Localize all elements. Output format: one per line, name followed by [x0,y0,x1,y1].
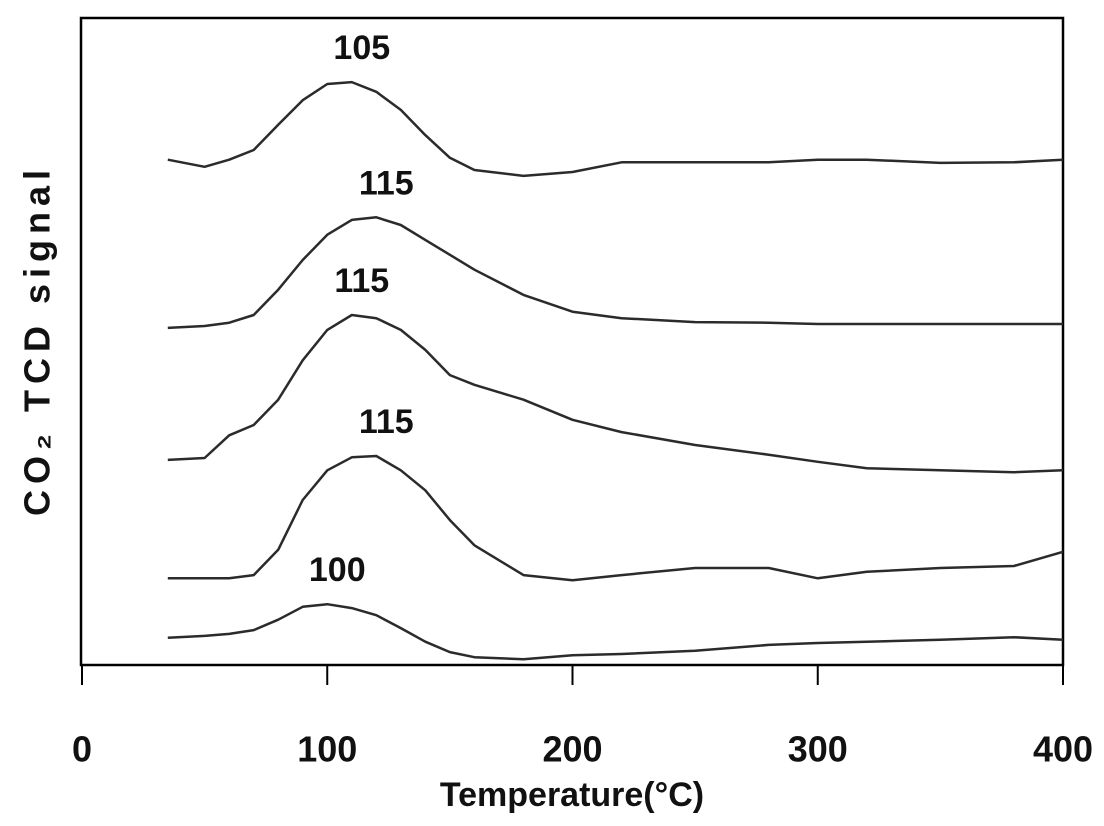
x-tick-label: 200 [542,729,602,770]
y-axis-title: CO₂ TCD signal [17,164,58,516]
peak-label: 105 [333,29,390,67]
x-tick-label: 300 [788,729,848,770]
x-tick-label: 100 [297,729,357,770]
peak-label: 115 [359,164,414,202]
x-tick-label: 400 [1033,729,1093,770]
peak-label: 100 [309,551,366,589]
peak-label: 115 [334,262,389,300]
x-axis-title: Temperature(°C) [440,776,704,814]
peak-label: 115 [359,403,414,441]
x-tick-label: 0 [72,729,92,770]
curve [167,602,1064,661]
curve [167,80,1064,178]
plot-frame [79,16,1065,667]
curve [167,313,1064,474]
curve [167,454,1064,582]
curve [167,216,1063,330]
